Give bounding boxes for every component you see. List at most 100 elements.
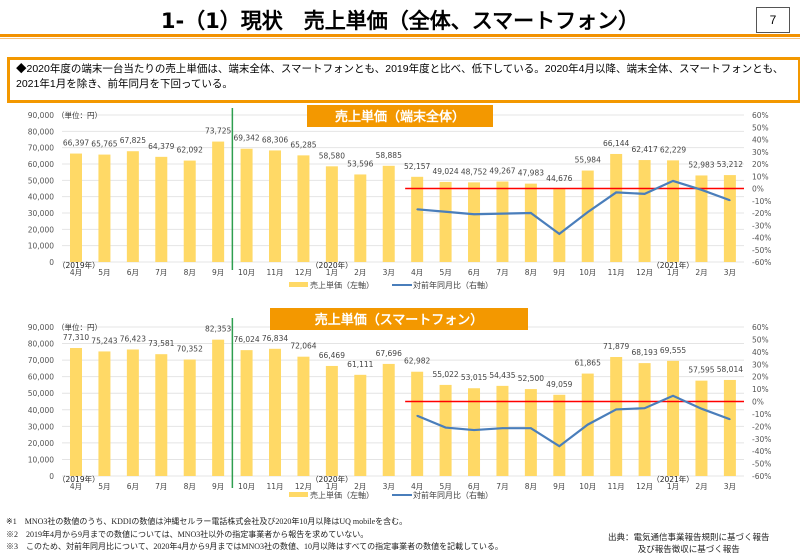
bar	[468, 182, 481, 262]
bar	[553, 189, 566, 262]
data-label: 49,059	[546, 380, 572, 389]
footnote: ※2 2019年4月から9月までの数値については、MNO3社以外の指定事業者から…	[6, 529, 369, 539]
bar	[325, 166, 338, 262]
data-label: 58,885	[376, 151, 402, 160]
data-label: 57,595	[688, 366, 714, 375]
yoy-point	[473, 213, 475, 216]
data-label: 72,064	[290, 342, 316, 351]
right-axis-tick: 50%	[752, 335, 769, 344]
data-label: 67,825	[120, 136, 146, 145]
bar	[695, 175, 708, 262]
category-label: 10月	[579, 482, 596, 491]
left-axis-tick: 20,000	[28, 225, 54, 234]
category-label: 12月	[295, 482, 312, 491]
bar	[354, 374, 367, 476]
footnote: ※3 このため、対前年同月比について、2020年4月から9月まではMNO3社の数…	[6, 542, 503, 551]
right-axis-tick: -30%	[752, 221, 771, 230]
data-label: 53,596	[347, 159, 373, 168]
chart-title-box	[307, 105, 493, 127]
yoy-point	[672, 394, 674, 397]
right-axis-tick: 10%	[752, 172, 769, 181]
data-label: 52,500	[518, 374, 544, 383]
bar	[325, 365, 338, 476]
source-line: 出典：電気通信事業報告規則に基づく報告	[608, 532, 770, 542]
data-label: 52,983	[688, 160, 714, 169]
yoy-point	[700, 189, 703, 191]
year-label: （2019年）	[58, 474, 100, 484]
bar	[183, 160, 196, 262]
data-label: 73,725	[205, 127, 231, 136]
category-label: 6月	[468, 482, 480, 491]
legend-bar-label: 売上単価（左軸）	[310, 490, 374, 500]
data-label: 76,024	[233, 335, 259, 344]
category-label: 9月	[212, 268, 224, 277]
right-axis-tick: -40%	[752, 234, 771, 243]
category-label: 12月	[295, 268, 312, 277]
left-axis-tick: 40,000	[28, 406, 54, 415]
category-label: 5月	[98, 268, 110, 277]
bar	[524, 183, 537, 262]
category-label: 1月	[326, 482, 338, 491]
category-label: 10月	[238, 482, 255, 491]
category-label: 2月	[354, 482, 366, 491]
category-label: 3月	[724, 482, 736, 491]
chart-title: 売上単価（スマートフォン）	[315, 312, 484, 328]
category-label: 4月	[411, 482, 423, 491]
bar	[269, 150, 282, 262]
bar	[297, 155, 310, 262]
bar	[212, 141, 225, 262]
category-label: 4月	[411, 268, 423, 277]
data-label: 71,879	[603, 342, 629, 351]
bar	[240, 148, 253, 262]
bar	[382, 165, 395, 262]
header-divider-thin	[0, 38, 800, 39]
yoy-point	[444, 210, 447, 213]
right-axis-tick: 60%	[752, 111, 769, 120]
bar	[638, 160, 651, 262]
left-axis-tick: 10,000	[28, 455, 54, 464]
right-axis-tick: -40%	[752, 447, 771, 456]
category-label: 6月	[127, 268, 139, 277]
bar	[126, 151, 139, 262]
category-label: 12月	[636, 268, 653, 277]
category-label: 4月	[70, 268, 82, 277]
data-label: 66,469	[319, 351, 345, 360]
bar	[638, 363, 651, 476]
chart-title-box	[270, 308, 528, 330]
yoy-point	[558, 233, 561, 235]
yoy-point	[530, 427, 532, 429]
bar	[695, 380, 708, 476]
data-label: 58,580	[319, 151, 345, 160]
year-label: （2021年）	[652, 474, 694, 484]
data-label: 70,352	[177, 345, 203, 354]
right-axis-tick: -60%	[752, 472, 771, 481]
data-label: 69,342	[233, 134, 259, 143]
bar	[411, 371, 424, 476]
right-axis-tick: -10%	[752, 410, 771, 419]
data-label: 76,834	[262, 334, 288, 343]
bar	[240, 350, 253, 476]
bar	[496, 385, 509, 476]
category-label: 8月	[184, 482, 196, 491]
data-label: 62,092	[177, 146, 203, 155]
right-axis-tick: -20%	[752, 209, 771, 218]
legend-line-label: 対前年同月比（右軸）	[413, 490, 493, 500]
bar	[439, 384, 452, 476]
unit-label: （単位：円）	[57, 322, 102, 332]
bar	[155, 156, 168, 262]
category-label: 2月	[695, 268, 707, 277]
yoy-point	[501, 212, 504, 215]
bar	[610, 153, 623, 262]
bar	[70, 153, 82, 262]
right-axis-tick: -50%	[752, 246, 771, 255]
data-label: 62,417	[631, 145, 657, 154]
category-label: 4月	[70, 482, 82, 491]
yoy-point	[501, 427, 504, 429]
category-label: 10月	[238, 268, 255, 277]
category-label: 1月	[667, 268, 679, 277]
category-label: 9月	[553, 268, 565, 277]
data-label: 49,024	[432, 167, 458, 176]
bar	[297, 356, 310, 476]
right-axis-tick: -50%	[752, 460, 771, 469]
category-label: 11月	[608, 268, 625, 277]
